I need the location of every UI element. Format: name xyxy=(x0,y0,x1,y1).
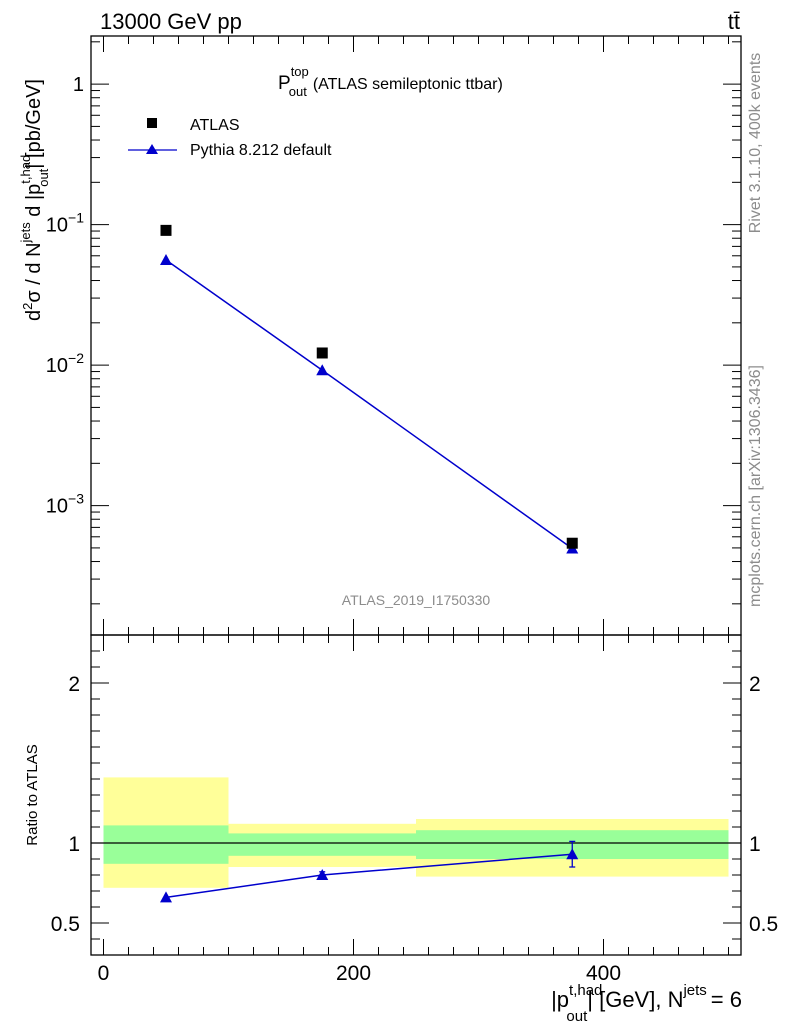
x-axis-title: |pt,had out| [GeV], Njets = 6 xyxy=(551,982,742,1024)
pythia-point xyxy=(316,364,329,376)
rivet-version-label: Rivet 3.1.10, 400k events xyxy=(747,53,764,234)
ratio-y-tick-label: 1 xyxy=(68,833,80,856)
pythia-point xyxy=(160,253,172,265)
mcplots-label: mcplots.cern.ch [arXiv:1306.3436] xyxy=(747,365,764,607)
ratio-y-tick-label-right: 0.5 xyxy=(749,913,778,936)
atlas-point xyxy=(160,224,172,236)
main-panel: 1 10−1 10−2 10−3 Ptop out (ATLAS semileptonic… xyxy=(18,35,742,636)
energy-label: 13000 GeV pp xyxy=(100,9,242,34)
main-y-axis-title: d2σ / d Njets d |pt,had out| [pb/GeV] xyxy=(18,79,51,321)
ratio-panel: 0.5 0.5 1 1 2 2 0 200 400 Ratio to ATLAS |pt,had… xyxy=(24,634,778,1024)
ratio-y-axis-title: Ratio to ATLAS xyxy=(24,744,41,845)
main-y-tick-label: 10−3 xyxy=(46,491,84,518)
legend-atlas-marker xyxy=(147,118,157,128)
pythia-line xyxy=(165,259,573,550)
main-y-tick-label: 10−2 xyxy=(46,350,84,377)
ratio-band-green xyxy=(228,833,416,856)
atlas-point xyxy=(316,347,328,359)
ratio-pythia-point xyxy=(316,869,329,880)
ratio-band-green xyxy=(103,825,229,864)
main-y-tick-label: 1 xyxy=(73,74,84,96)
legend-atlas-label: ATLAS xyxy=(190,117,240,134)
legend-pythia-label: Pythia 8.212 default xyxy=(190,142,332,159)
main-frame xyxy=(90,35,742,636)
ratio-y-tick-label-right: 1 xyxy=(749,833,761,856)
ratio-y-tick-label-right: 2 xyxy=(749,673,761,696)
ratio-pythia-point xyxy=(160,891,172,903)
ratio-x-tick-label: 400 xyxy=(586,962,621,985)
ratio-x-tick-label: 200 xyxy=(336,962,371,985)
legend-pythia-marker xyxy=(146,144,158,154)
main-y-tick-label: 10−1 xyxy=(46,210,84,237)
plot-title: Ptop out (ATLAS semileptonic ttbar) xyxy=(278,64,503,99)
ratio-y-tick-label: 2 xyxy=(68,673,80,696)
analysis-watermark: ATLAS_2019_I1750330 xyxy=(342,592,491,608)
legend: ATLAS Pythia 8.212 default xyxy=(128,117,332,159)
ratio-pythia-point xyxy=(566,848,579,860)
ratio-x-tick-label: 0 xyxy=(98,962,110,985)
process-label: tt̄ xyxy=(728,9,740,34)
atlas-point xyxy=(566,537,578,549)
ratio-y-tick-label: 0.5 xyxy=(51,913,80,936)
